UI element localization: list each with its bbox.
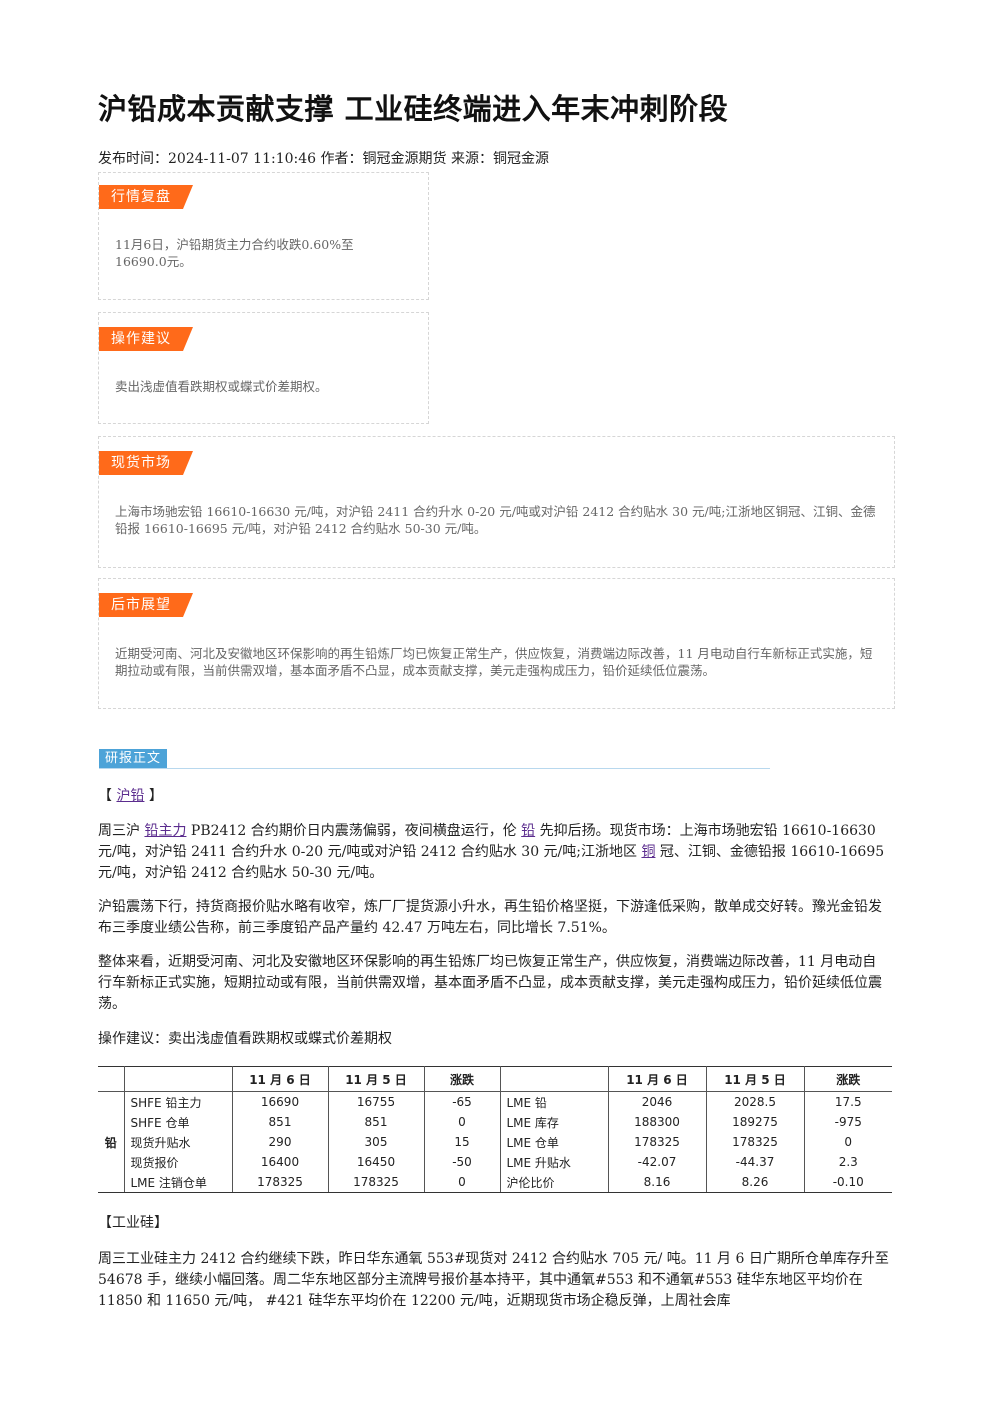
table-cell: LME 注销仓单 [124,1172,233,1193]
p1-text-4: 冠、江铜、金德铅报 16610-16695 元/吨，对沪铅 2412 合约贴水 … [98,844,885,881]
table-cell: 0 [844,1135,853,1149]
table-cell: 178325 [328,1172,425,1193]
table-cell: 现货升贴水 [124,1132,233,1152]
table-cell: LME 库存 [500,1112,609,1132]
table-cell: 189275 [706,1112,805,1132]
table-header: 11 月 6 日 [232,1066,329,1092]
table-cell: 0 [424,1172,501,1193]
table-cell: 8.26 [706,1172,805,1193]
table-header-blank [124,1066,233,1092]
paragraph-2: 沪铅震荡下行，持货商报价贴水略有收窄，炼厂厂提货源小升水，再生铅价格坚挺，下游逢… [98,899,882,936]
table-row: 现货升贴水 290 305 15 LME 仓单 178325 178325 0 [98,1132,892,1152]
table-cell: LME 升贴水 [500,1152,609,1172]
table-cell: 188300 [608,1112,707,1132]
lead-main-link[interactable]: 铅主力 [144,823,187,839]
table-row: SHFE 仓单 851 851 0 LME 库存 188300 189275 -… [98,1112,892,1132]
table-cell: 8.16 [608,1172,707,1193]
table-cell: 16690 [232,1091,329,1112]
section-text: 卖出浅虚值看跌期权或蝶式价差期权。 [115,379,328,394]
section-operation-advice: 操作建议 卖出浅虚值看跌期权或蝶式价差期权。 [98,312,429,424]
table-row: 铅 SHFE 铅主力 16690 16755 -65 LME 铅 2046 20… [98,1091,892,1193]
copper-link[interactable]: 铜 [641,844,656,860]
page-title: 沪铅成本贡献支撑 工业硅终端进入年末冲刺阶段 [98,92,729,126]
paragraph-4: 操作建议：卖出浅虚值看跌期权或蝶式价差期权 [98,1031,392,1047]
table-cell: -975 [834,1115,862,1129]
table-cell: LME 铅 [500,1091,609,1112]
section-tag: 现货市场 [99,451,193,475]
table-cell: 2.3 [838,1155,858,1169]
table-cell: 851 [232,1112,329,1132]
table-cell: -65 [424,1091,501,1112]
section-tag: 操作建议 [99,327,193,351]
table-header: 涨跌 [424,1066,501,1092]
table-cell: -42.07 [608,1152,707,1172]
table-cell: 2028.5 [706,1091,805,1112]
table-cell: 290 [232,1132,329,1152]
table-cell: -50 [424,1152,501,1172]
lead-heading: 【 沪铅 】 [98,786,890,807]
table-cell: LME 仓单 [500,1132,609,1152]
table-cell: SHFE 仓单 [124,1112,233,1132]
table-header-blank [98,1066,125,1092]
section-text: 11月6日，沪铅期货主力合约收跌0.60%至16690.0元。 [115,237,354,269]
paragraph-1: 周三沪 铅主力 PB2412 合约期价日内震荡偏弱，夜间横盘运行，伦 铅 先抑后… [98,821,890,884]
table-lead-label: 铅 [98,1091,125,1193]
p1-text-2: PB2412 合约期价日内震荡偏弱，夜间横盘运行，伦 [186,823,522,839]
table-cell: 305 [328,1132,425,1152]
p1-text-3: 先抑后扬。现货市场：上海市场驰宏铅 16610-16630 元/吨，对沪铅 24… [98,823,876,860]
table-row: 现货报价 16400 16450 -50 LME 升贴水 -42.07 -44.… [98,1152,892,1172]
lead-link-2[interactable]: 铅 [521,823,536,839]
table-header: 11 月 5 日 [328,1066,425,1092]
paragraph-3: 整体来看，近期受河南、河北及安徽地区环保影响的再生铅炼厂均已恢复正常生产，供应恢… [98,954,882,1012]
table-row: LME 注销仓单 178325 178325 0 沪伦比价 8.16 8.26 … [98,1172,892,1193]
section-tag: 行情复盘 [99,185,193,209]
table-cell: 15 [424,1132,501,1152]
table-cell: 178325 [706,1132,805,1152]
table-cell: 沪伦比价 [500,1172,609,1193]
table-cell: 16400 [232,1152,329,1172]
section-outlook: 后市展望 近期受河南、河北及安徽地区环保影响的再生铅炼厂均已恢复正常生产，供应恢… [98,578,895,709]
table-header: 涨跌 [804,1066,892,1092]
section-text: 近期受河南、河北及安徽地区环保影响的再生铅炼厂均已恢复正常生产，供应恢复，消费端… [115,646,873,678]
table-header: 11 月 5 日 [706,1066,805,1092]
report-body-tag: 研报正文 [99,749,168,769]
table-cell: 178325 [608,1132,707,1152]
lead-heading-open: 【 [98,788,117,804]
table-cell: 17.5 [834,1095,862,1109]
table-cell: 851 [328,1112,425,1132]
section-tag: 后市展望 [99,593,193,617]
silicon-heading: 【工业硅】 [98,1215,168,1231]
lead-data-table: 11 月 6 日 11 月 5 日 涨跌 11 月 6 日 11 月 5 日 涨… [98,1066,892,1193]
section-market-review: 行情复盘 11月6日，沪铅期货主力合约收跌0.60%至16690.0元。 [98,172,429,300]
report-divider [99,768,770,769]
table-header-row: 11 月 6 日 11 月 5 日 涨跌 11 月 6 日 11 月 5 日 涨… [98,1066,892,1092]
table-cell: -44.37 [706,1152,805,1172]
table-cell: -0.10 [804,1172,892,1193]
paragraph-5: 周三工业硅主力 2412 合约继续下跌，昨日华东通氧 553#现货对 2412 … [98,1251,889,1309]
section-text: 上海市场驰宏铅 16610-16630 元/吨，对沪铅 2411 合约升水 0-… [115,504,876,536]
lead-heading-close: 】 [144,788,163,804]
section-spot-market: 现货市场 上海市场驰宏铅 16610-16630 元/吨，对沪铅 2411 合约… [98,436,895,568]
table-cell: 178325 [232,1172,329,1193]
table-cell: 16755 [328,1091,425,1112]
publish-meta: 发布时间：2024-11-07 11:10:46 作者：铜冠金源期货 来源：铜冠… [98,151,549,167]
table-cell: 现货报价 [124,1152,233,1172]
table-cell: 2046 [608,1091,707,1112]
table-cell: SHFE 铅主力 [124,1091,233,1112]
table-cell: 0 [424,1112,501,1132]
table-cell: 16450 [328,1152,425,1172]
table-header-blank [500,1066,609,1092]
table-header: 11 月 6 日 [608,1066,707,1092]
lead-link[interactable]: 沪铅 [116,788,145,804]
p1-text-1: 周三沪 [98,823,145,839]
